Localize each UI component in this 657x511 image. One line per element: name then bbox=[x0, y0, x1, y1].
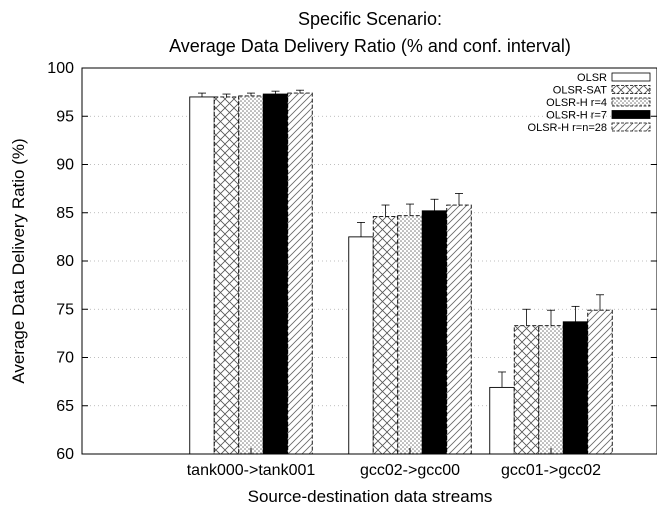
legend-label: OLSR bbox=[577, 72, 607, 84]
y-tick-label: 95 bbox=[56, 108, 74, 125]
legend-swatch bbox=[611, 122, 651, 132]
bar bbox=[587, 309, 613, 455]
bar bbox=[238, 95, 264, 455]
x-tick-label: gcc02->gcc00 bbox=[360, 462, 460, 479]
bar bbox=[562, 321, 589, 455]
bar bbox=[287, 92, 313, 455]
legend-label: OLSR-H r=n=28 bbox=[528, 122, 607, 134]
bar bbox=[348, 236, 374, 455]
bar bbox=[262, 93, 289, 455]
y-axis-label: Average Data Delivery Ratio (%) bbox=[9, 138, 28, 383]
bar bbox=[372, 216, 399, 455]
legend-swatch bbox=[611, 97, 651, 107]
plot-frame bbox=[81, 67, 657, 455]
x-tick-label: gcc01->gcc02 bbox=[501, 462, 601, 479]
legend-swatch bbox=[611, 110, 651, 119]
y-axis-ticks: 60 65 70 75 80 85 90 95 100 bbox=[47, 60, 657, 463]
bar bbox=[213, 96, 240, 455]
x-tick-label: tank000->tank001 bbox=[187, 462, 316, 479]
legend-swatch bbox=[611, 85, 651, 94]
bar bbox=[489, 386, 515, 455]
y-tick-label: 65 bbox=[56, 398, 74, 415]
legend-label: OLSR-H r=4 bbox=[546, 97, 607, 109]
y-tick-label: 90 bbox=[56, 157, 74, 174]
x-axis-ticks: tank000->tank001 gcc02->gcc00 gcc01->gcc02 bbox=[187, 448, 601, 479]
y-tick-label: 70 bbox=[56, 350, 74, 367]
y-tick-label: 85 bbox=[56, 205, 74, 222]
legend-swatch bbox=[611, 72, 651, 82]
bar bbox=[397, 215, 423, 455]
legend-label: OLSR-H r=7 bbox=[546, 110, 607, 122]
legend-label: OLSR-SAT bbox=[553, 85, 607, 97]
chart-subtitle: Average Data Delivery Ratio (% and conf.… bbox=[169, 36, 571, 56]
y-tick-label: 75 bbox=[56, 301, 74, 318]
y-tick-label: 100 bbox=[47, 60, 74, 77]
bar bbox=[446, 204, 472, 455]
bar bbox=[513, 325, 540, 455]
y-tick-label: 60 bbox=[56, 446, 74, 463]
chart-title: Specific Scenario: bbox=[298, 9, 442, 29]
y-tick-label: 80 bbox=[56, 253, 74, 270]
bar bbox=[421, 210, 448, 455]
x-axis-label: Source-destination data streams bbox=[248, 487, 493, 506]
bar bbox=[189, 96, 215, 455]
bars-layer bbox=[189, 89, 613, 455]
bar bbox=[538, 325, 564, 455]
